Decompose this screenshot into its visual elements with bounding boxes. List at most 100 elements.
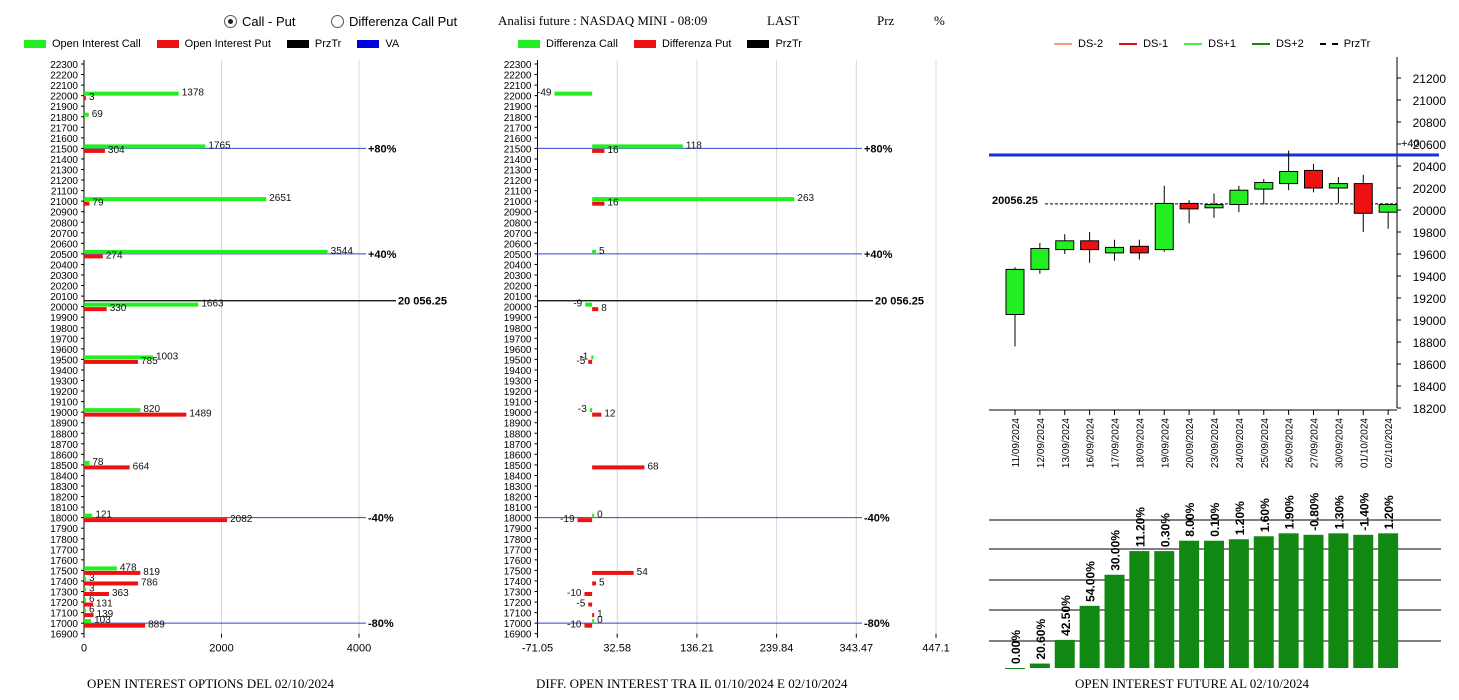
legend-label: VA (385, 38, 400, 50)
y-tick-label: 19900 (50, 313, 78, 324)
y-tick-label: 21100 (504, 187, 532, 198)
legend-label: DS+1 (1208, 38, 1236, 50)
call-bar (84, 144, 206, 149)
bar-value-label: 1 (597, 609, 603, 620)
bar-value-label: 78 (92, 457, 104, 468)
legend-swatch (518, 40, 540, 48)
y-tick-label: 16900 (50, 630, 78, 641)
y-tick-label: 19700 (50, 334, 78, 345)
legend-label: PrzTr (775, 38, 802, 50)
price-label: 20056.25 (992, 195, 1038, 207)
y-tick-label: 20800 (1413, 116, 1447, 130)
x-tick-label: 447.1 (922, 643, 950, 655)
threshold-label: +40% (864, 249, 893, 261)
bar-value-label: 103 (94, 615, 111, 626)
candle-up (1030, 248, 1050, 270)
bar-value-label: 2082 (230, 514, 253, 525)
put-bar (84, 570, 141, 575)
y-tick-label: 17200 (50, 598, 78, 609)
y-tick-label: 18200 (1413, 402, 1447, 416)
pct-label: % (934, 13, 945, 28)
put-bar (588, 359, 593, 364)
put-bar (592, 148, 605, 153)
x-tick-label: 4000 (347, 643, 371, 655)
va-label: +40 (1401, 138, 1420, 150)
oi-bar (1129, 551, 1150, 668)
y-tick-label: 18000 (50, 514, 78, 525)
y-tick-label: 17500 (50, 566, 78, 577)
y-tick-label: 20200 (1413, 182, 1447, 196)
legend-label: DS+2 (1275, 38, 1304, 50)
y-tick-label: 18800 (504, 429, 532, 440)
call-bar (84, 112, 89, 117)
bar-value-label: 54 (637, 567, 649, 578)
bar-value-label: 664 (133, 461, 150, 472)
y-tick-label: 20700 (504, 229, 532, 240)
oi-bar (1079, 605, 1100, 668)
last-label: LAST (767, 13, 800, 28)
x-tick-label: 02/10/2024 (1384, 418, 1395, 468)
threshold-label: -40% (368, 513, 394, 525)
y-tick-label: 19100 (504, 398, 532, 409)
y-tick-label: 21600 (50, 134, 78, 145)
oi-bar (1353, 534, 1374, 668)
legend-item: DS-2 (1054, 38, 1103, 50)
diff-oi-chart: 2230022200221002200021900218002170021600… (504, 60, 950, 655)
y-tick-label: 20000 (1413, 204, 1447, 218)
radio-selected-icon (224, 15, 237, 28)
y-tick-label: 21800 (50, 113, 78, 124)
x-tick-label: 17/09/2024 (1111, 418, 1122, 468)
future-candlestick-chart: 21200 21000 20800 20600 20400 20200 20000 19800… (989, 57, 1447, 669)
legend-label: PrzTr (1343, 38, 1371, 50)
put-bar (84, 592, 109, 596)
y-tick-label: 18400 (504, 471, 532, 482)
y-tick-label: 21200 (50, 176, 78, 187)
y-tick-label: 18600 (1413, 358, 1447, 372)
oi-bar (1104, 574, 1125, 668)
radio-call-put[interactable]: Call - Put (224, 14, 295, 29)
candle-up (1254, 182, 1274, 190)
oi-pct-label: -0.80% (1308, 492, 1322, 530)
candle-up (1105, 246, 1124, 254)
y-tick-label: 17200 (504, 598, 532, 609)
bar-value-label: 785 (141, 356, 158, 367)
candle-up (1229, 189, 1249, 205)
radio-differenza[interactable]: Differenza Call Put (331, 14, 457, 29)
y-tick-label: 18900 (50, 419, 78, 430)
y-tick-label: 21400 (504, 155, 532, 166)
oi-pct-label: 42.50% (1059, 595, 1073, 636)
legend-swatch (1184, 43, 1203, 45)
y-tick-label: 18500 (504, 461, 532, 472)
x-tick-label: 26/09/2024 (1285, 418, 1296, 468)
put-bar (84, 412, 187, 417)
y-tick-label: 21200 (504, 176, 532, 187)
oi-pct-label: 1.30% (1332, 495, 1346, 529)
put-bar (84, 148, 105, 153)
y-tick-label: 22100 (504, 81, 532, 92)
legend-swatch (747, 40, 770, 48)
bar-value-label: 6 (89, 605, 95, 616)
legend-item: Open Interest Put (156, 38, 271, 50)
put-bar (588, 602, 593, 607)
put-bar (84, 96, 86, 101)
bar-value-label: 1765 (208, 140, 231, 151)
oi-pct-label: -1.40% (1357, 492, 1371, 530)
y-tick-label: 20600 (504, 239, 532, 250)
y-tick-label: 17900 (50, 524, 78, 535)
oi-bar (1054, 639, 1075, 668)
bar-value-label: -49 (537, 88, 552, 99)
y-tick-label: 19900 (504, 313, 532, 324)
y-tick-label: 18800 (1413, 336, 1447, 350)
put-bar (584, 592, 593, 596)
y-tick-label: 22300 (504, 60, 532, 71)
y-tick-label: 20500 (50, 250, 78, 261)
radio-call-put-label: Call - Put (242, 14, 296, 29)
threshold-label: +40% (368, 249, 397, 261)
y-tick-label: 20500 (504, 250, 532, 261)
candle-up (1204, 204, 1224, 209)
x-tick-label: 24/09/2024 (1235, 418, 1246, 468)
oi-pct-label: 11.20% (1133, 507, 1147, 547)
call-bar (84, 197, 267, 202)
x-tick-label: 23/09/2024 (1210, 418, 1221, 468)
legend-label: DS-2 (1078, 38, 1104, 50)
